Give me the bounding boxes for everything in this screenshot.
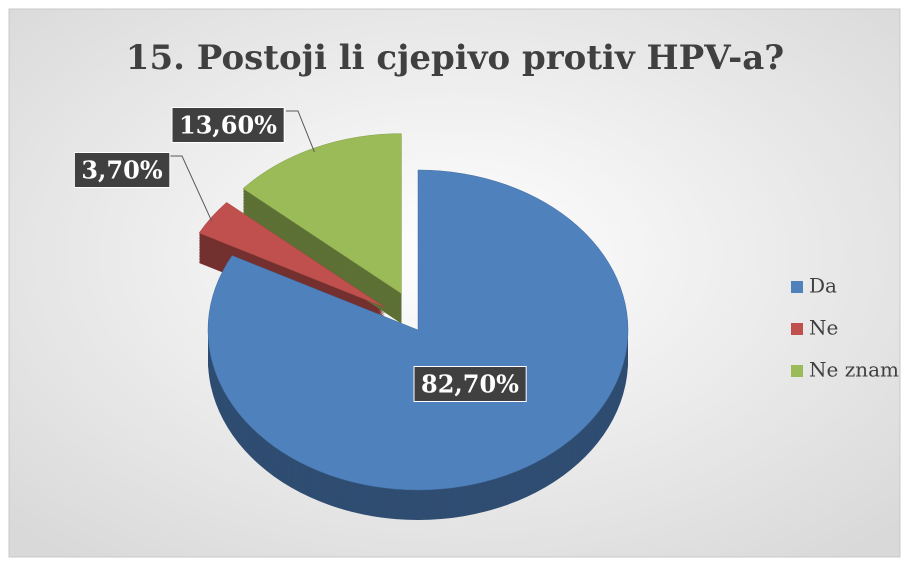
pie [198,133,629,521]
data-label-box [73,152,171,188]
data-label-box [413,366,527,402]
data-label-box [171,107,285,143]
leader-line [170,155,213,222]
data-label: 3,70% [81,156,162,185]
legend-label: Da [809,274,837,298]
legend-label: Ne [809,316,838,340]
data-label: 82,70% [421,370,519,399]
legend-swatch [791,281,803,293]
slice [198,202,386,308]
legend-swatch [791,365,803,377]
slice [242,133,402,295]
data-labels: 82,70% 3,70% 13,60% [73,107,527,402]
legend-swatch [791,323,803,335]
slice [207,169,629,491]
chart-title: 15. Postoji li cjepivo protiv HPV-a? [126,38,784,78]
legend-label: Ne znam [809,358,899,382]
legend: Da Ne Ne znam [791,274,899,382]
data-label: 13,60% [179,111,277,140]
leader-line [286,110,315,153]
